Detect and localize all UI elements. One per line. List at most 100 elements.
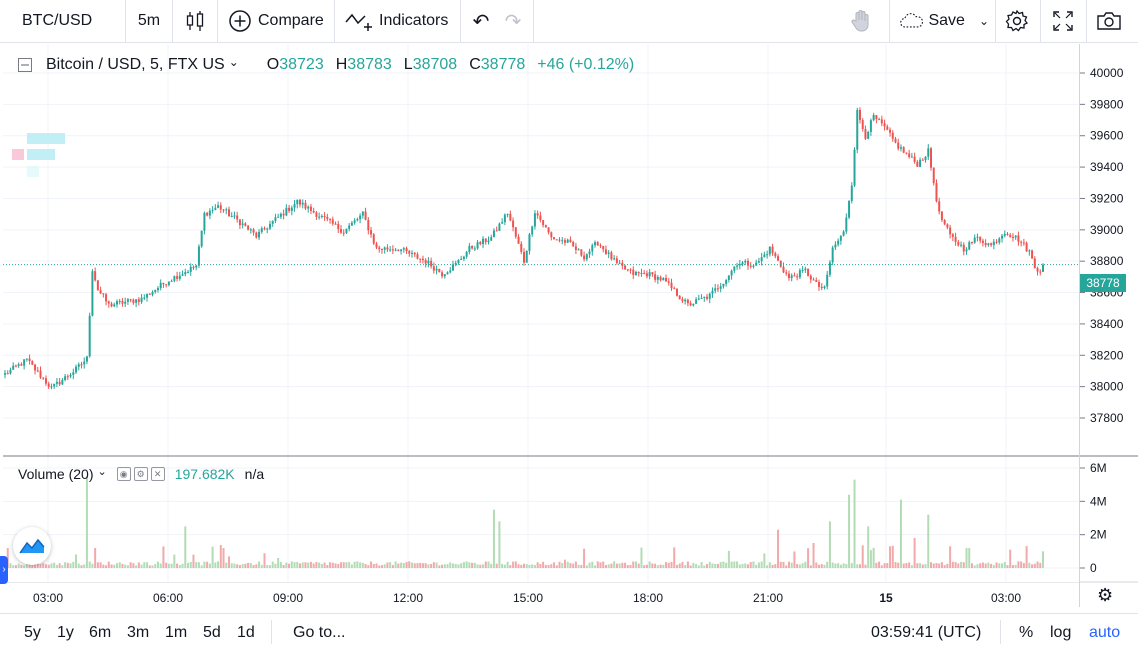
series-title[interactable]: Bitcoin / USD, 5, FTX US: [46, 56, 225, 73]
volume-bar: [670, 561, 673, 568]
settings-icon[interactable]: ⚙: [133, 467, 148, 481]
indicators-button[interactable]: Indicators: [335, 0, 460, 42]
candle-body: [640, 272, 643, 274]
candle-body: [107, 301, 110, 304]
candle-body: [574, 246, 577, 251]
range-1d[interactable]: 1d: [237, 614, 255, 651]
settings-button[interactable]: [996, 0, 1038, 42]
volume-bar: [566, 561, 569, 568]
compare-button[interactable]: Compare: [218, 0, 334, 42]
tradingview-logo[interactable]: [13, 527, 51, 565]
chevron-down-icon[interactable]: ⌄: [97, 465, 107, 478]
close-label: C: [469, 56, 481, 73]
volume-bar: [113, 564, 116, 568]
candle-body: [749, 265, 752, 267]
candle-body: [910, 156, 913, 158]
range-3m[interactable]: 3m: [127, 614, 149, 651]
chart-type-button[interactable]: [173, 0, 217, 42]
chevron-down-icon[interactable]: ⌄: [228, 55, 239, 69]
volume-bar: [25, 561, 28, 568]
candle-body: [771, 246, 774, 254]
volume-bar: [722, 561, 725, 568]
candle-body: [790, 275, 793, 279]
volume-bar: [405, 562, 408, 568]
interval-button[interactable]: 5m: [126, 0, 172, 42]
auto-toggle[interactable]: auto: [1089, 614, 1120, 651]
symbol-search[interactable]: BTC/USD: [10, 0, 125, 42]
candle-body: [345, 228, 348, 233]
volume-bar: [285, 562, 288, 568]
volume-bar: [468, 562, 471, 568]
candle-body: [211, 209, 214, 211]
candle-body: [1009, 234, 1012, 237]
volume-bar: [31, 564, 34, 568]
goto-button[interactable]: Go to...: [293, 614, 345, 651]
range-5y[interactable]: 5y: [24, 614, 41, 651]
fullscreen-icon: [1053, 11, 1073, 31]
volume-bar: [487, 561, 490, 568]
volume-bar: [738, 564, 741, 568]
candle-body: [1017, 235, 1020, 242]
candle-body: [137, 299, 140, 302]
clock-button[interactable]: 03:59:41 (UTC): [871, 614, 981, 651]
candle-body: [768, 246, 771, 255]
candle-body: [940, 211, 943, 221]
percent-toggle[interactable]: %: [1019, 614, 1033, 651]
candle-body: [692, 303, 695, 306]
volume-bar: [787, 561, 790, 568]
candle-body: [187, 271, 190, 273]
snapshot-button[interactable]: [1087, 0, 1131, 42]
volume-bar: [1022, 563, 1025, 568]
price-chart[interactable]: [3, 44, 1079, 582]
candle-body: [110, 303, 113, 307]
close-icon[interactable]: ✕: [150, 467, 165, 481]
volume-bar: [777, 529, 780, 568]
volume-bar: [962, 562, 965, 568]
candle-body: [924, 156, 927, 161]
drag-hand-button[interactable]: [843, 0, 879, 42]
undo-button[interactable]: ↶: [468, 0, 494, 42]
volume-title[interactable]: Volume (20): [18, 466, 94, 482]
candle-body: [981, 240, 984, 243]
candle-body: [129, 299, 132, 301]
volume-bar: [192, 554, 195, 568]
save-button[interactable]: Save ⌄: [893, 0, 989, 42]
candle-body: [492, 230, 495, 238]
candle-body: [113, 304, 116, 307]
candle-body: [118, 300, 121, 302]
candle-body: [686, 299, 689, 304]
volume-bar: [1028, 562, 1031, 568]
candle-body: [94, 271, 97, 281]
candle-body: [629, 269, 632, 271]
volume-bar: [1009, 549, 1012, 568]
volume-bar: [820, 564, 823, 568]
range-1m[interactable]: 1m: [165, 614, 187, 651]
range-6m[interactable]: 6m: [89, 614, 111, 651]
volume-bar: [482, 564, 485, 568]
volume-bar: [421, 563, 424, 568]
volume-bar: [1042, 551, 1044, 568]
candle-body: [28, 358, 31, 362]
candle-body: [143, 297, 146, 299]
price-axis[interactable]: 4000039800396003940039200390003880038600…: [1080, 44, 1138, 614]
volume-bar: [766, 565, 769, 568]
log-toggle[interactable]: log: [1050, 614, 1071, 651]
volume-bar: [34, 561, 37, 568]
volume-bar: [517, 564, 520, 568]
range-1y[interactable]: 1y: [57, 614, 74, 651]
candle-body: [949, 227, 952, 235]
candle-body: [656, 276, 659, 280]
fullscreen-button[interactable]: [1041, 0, 1085, 42]
eye-icon[interactable]: ◉: [116, 467, 131, 481]
collapse-icon[interactable]: [18, 58, 32, 72]
sidebar-toggle[interactable]: ›: [0, 556, 8, 584]
volume-bar: [296, 561, 299, 568]
redo-button[interactable]: ↷: [500, 0, 526, 42]
time-axis[interactable]: 03:00 06:00 09:00 12:00 15:00 18:00 21:00 15 03:…: [3, 582, 1079, 612]
range-5d[interactable]: 5d: [203, 614, 221, 651]
candle-body: [618, 262, 621, 264]
candle-body: [563, 240, 566, 243]
volume-bar: [380, 565, 383, 568]
volume-bar: [659, 564, 662, 568]
volume-bar: [115, 563, 118, 568]
